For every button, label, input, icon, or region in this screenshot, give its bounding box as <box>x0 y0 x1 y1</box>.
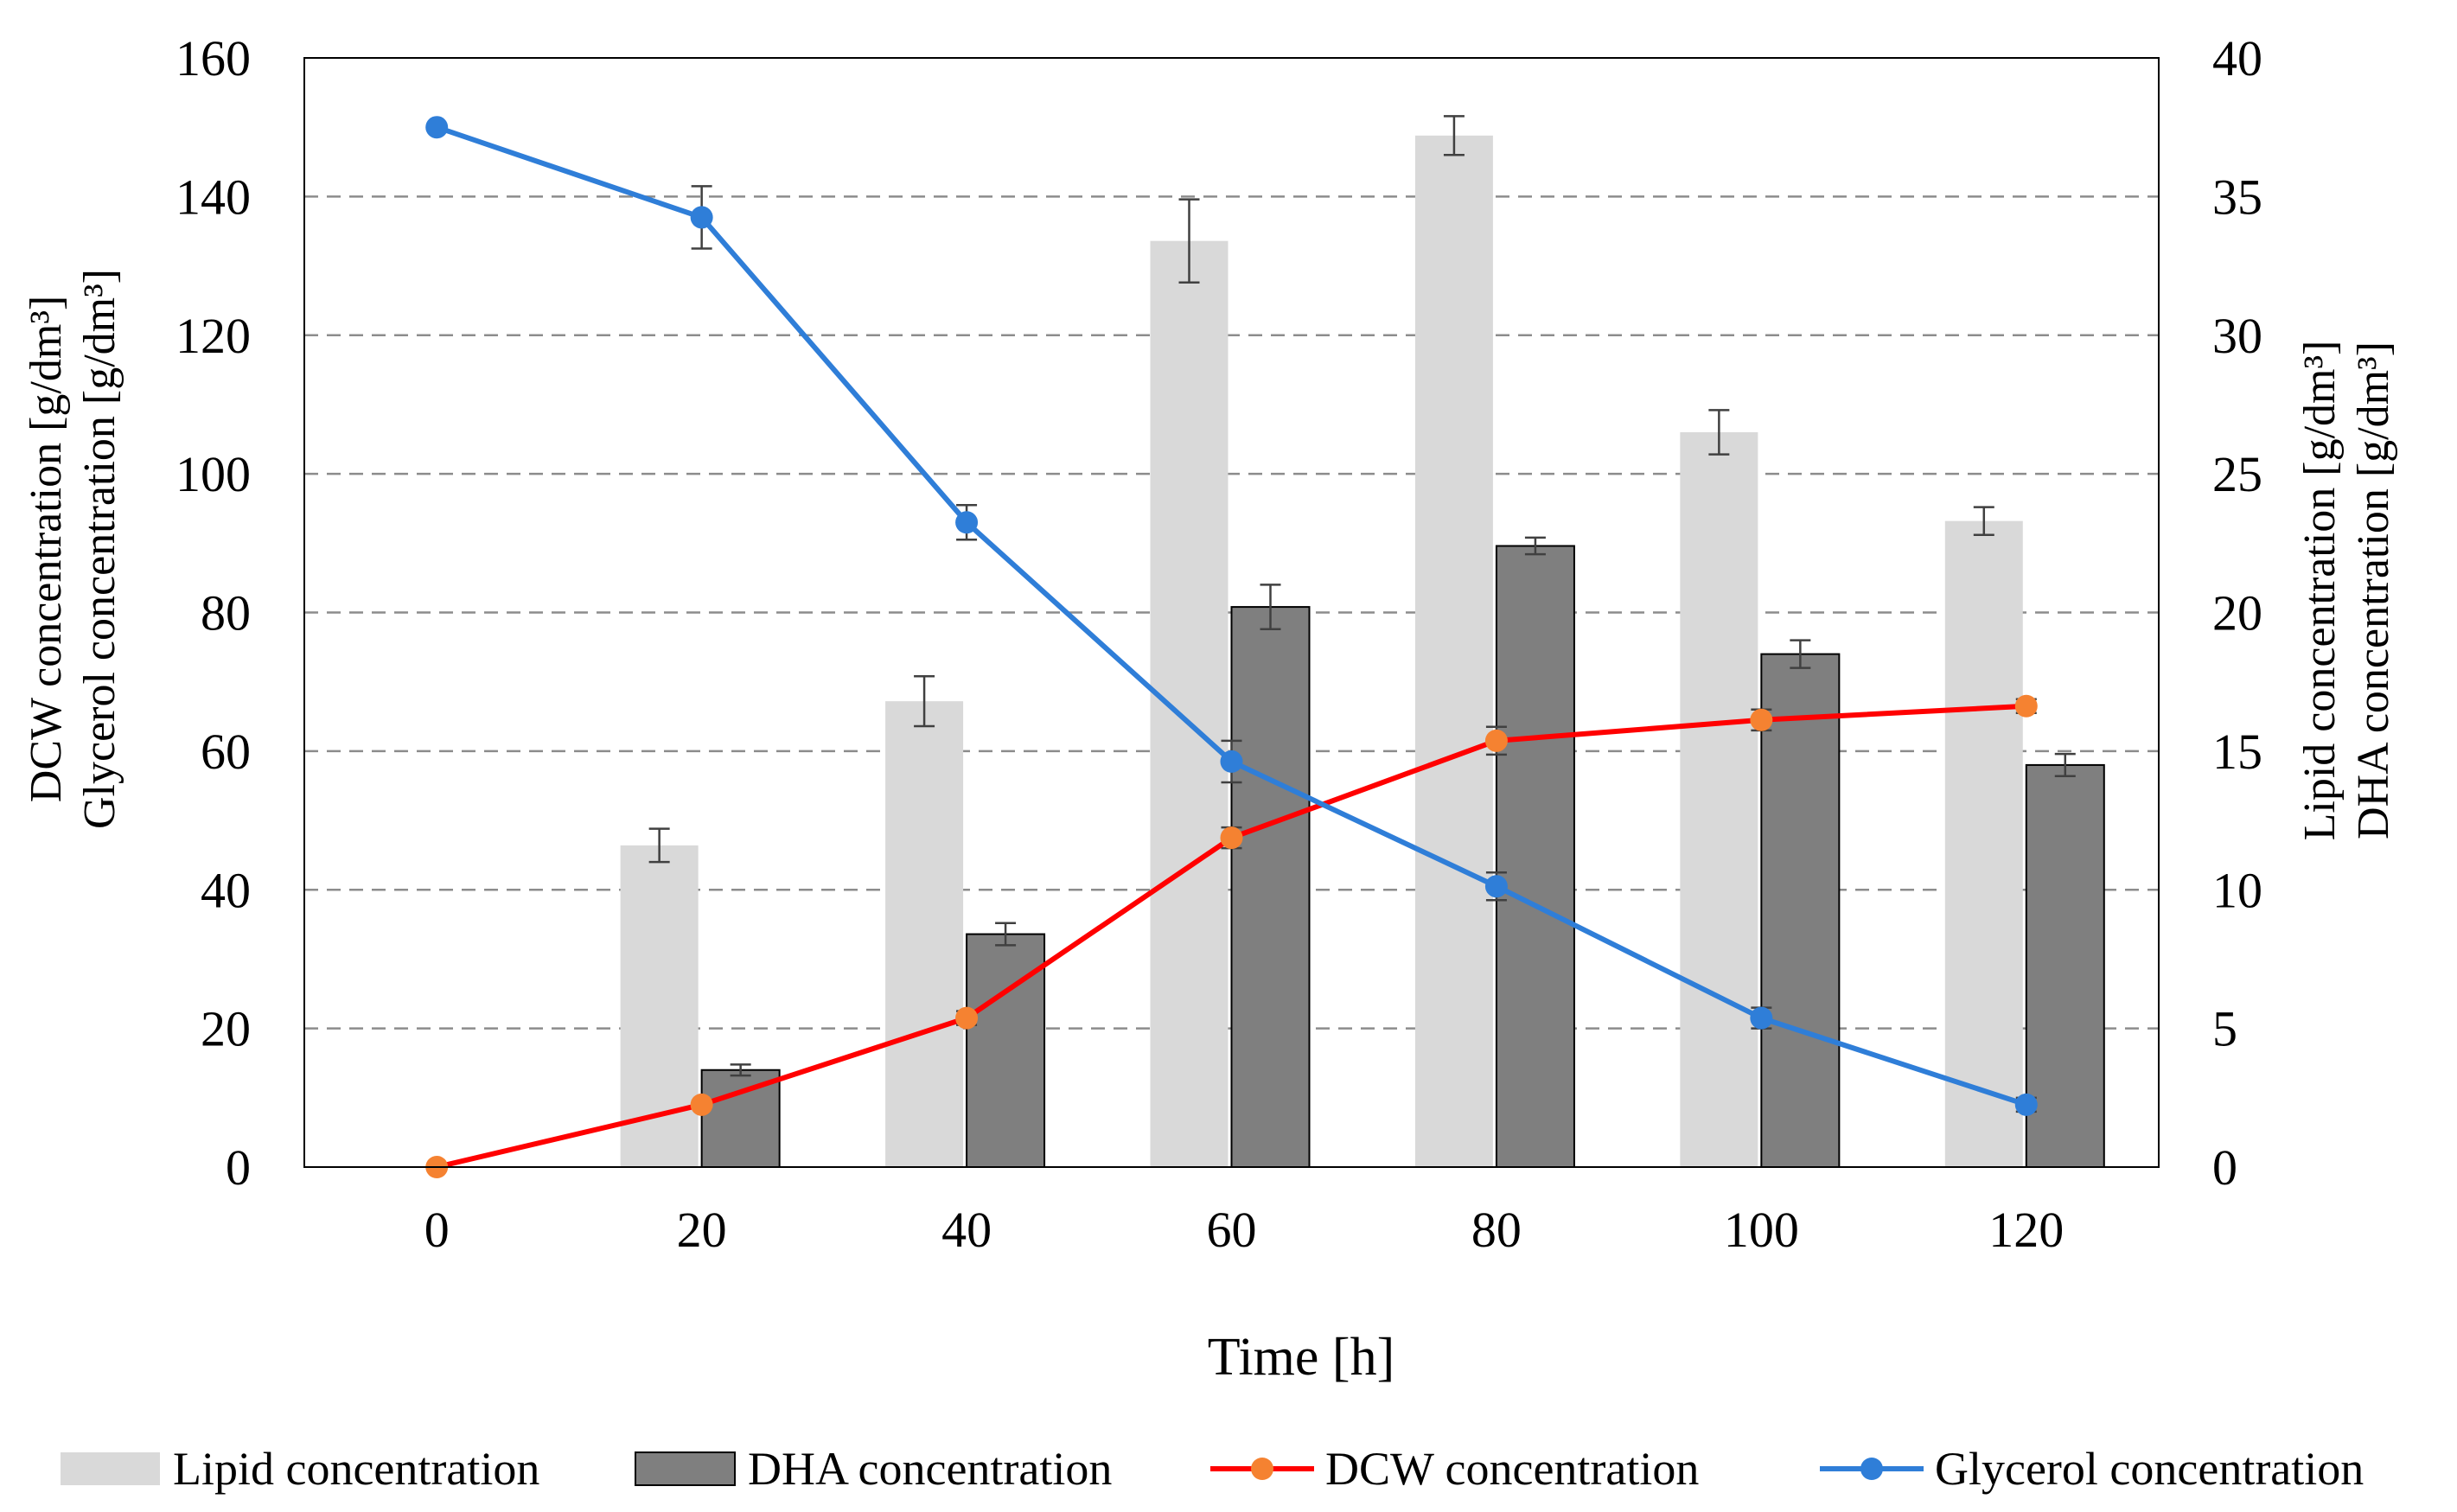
right-y-tick-label: 20 <box>2212 585 2262 641</box>
left-y-ticks: 0 20 40 60 80 100 120 140 160 <box>176 30 251 1196</box>
right-y-tick-label: 40 <box>2212 30 2262 86</box>
left-y-tick-label: 120 <box>176 308 251 364</box>
lipid-bar <box>1680 432 1758 1167</box>
right-y-title-dha: DHA concentration [g/dm³] <box>2349 341 2398 839</box>
right-y-tick-label: 10 <box>2212 862 2262 918</box>
glycerol-point <box>1220 750 1243 773</box>
x-tick-label: 0 <box>424 1202 450 1258</box>
dcw-point <box>1484 729 1508 752</box>
dcw-point <box>2014 694 2038 718</box>
dcw-point <box>1750 708 1773 731</box>
dha-bar <box>966 933 1046 1168</box>
x-tick-label: 100 <box>1724 1202 1799 1258</box>
legend-swatch-lipid <box>61 1452 160 1485</box>
legend-label-lipid: Lipid concentration <box>173 1443 539 1495</box>
left-y-tick-label: 60 <box>201 724 251 780</box>
lipid-bar <box>1414 135 1493 1167</box>
right-y-tick-label: 0 <box>2212 1139 2237 1196</box>
left-y-title-dcw: DCW concentration [g/dm³] <box>22 296 71 802</box>
glycerol-point <box>955 511 979 534</box>
dha-bar <box>1760 653 1841 1168</box>
left-y-title-glycerol: Glycerol concentration [g/dm³] <box>75 269 124 829</box>
dha-bar <box>2025 763 2105 1168</box>
left-y-tick-label: 160 <box>176 30 251 86</box>
legend-marker-dcw <box>1251 1458 1273 1480</box>
x-tick-label: 120 <box>1988 1202 2064 1258</box>
bars <box>620 115 2105 1169</box>
glycerol-point <box>1484 875 1508 898</box>
right-y-tick-label: 35 <box>2212 169 2262 225</box>
dcw-point <box>955 1006 979 1030</box>
lipid-bar <box>1944 520 2023 1167</box>
plot-frame <box>303 57 2160 1168</box>
x-tick-label: 60 <box>1207 1202 1257 1258</box>
x-tick-label: 20 <box>677 1202 727 1258</box>
lipid-bar <box>885 701 964 1167</box>
left-y-tick-label: 140 <box>176 169 251 225</box>
x-axis-title: Time [h] <box>1208 1328 1394 1387</box>
x-ticks: 0 20 40 60 80 100 120 <box>424 1202 2065 1258</box>
legend-label-glycerol: Glycerol concentration <box>1935 1443 2364 1495</box>
left-y-tick-label: 0 <box>226 1139 251 1196</box>
dha-bar <box>1230 606 1311 1168</box>
legend-marker-glycerol <box>1860 1458 1883 1480</box>
left-y-tick-label: 20 <box>201 1001 251 1057</box>
right-y-title-lipid: Lipid concentration [g/dm³] <box>2295 341 2345 841</box>
x-tick-label: 40 <box>941 1202 992 1258</box>
right-y-ticks: 0 5 10 15 20 25 30 35 40 <box>2212 30 2262 1196</box>
glycerol-point <box>2014 1093 2038 1116</box>
dcw-point <box>1220 826 1243 850</box>
legend-swatch-dha <box>635 1451 736 1486</box>
legend-label-dha: DHA concentration <box>748 1443 1112 1495</box>
x-tick-label: 80 <box>1471 1202 1522 1258</box>
left-y-tick-label: 40 <box>201 862 251 918</box>
dcw-point <box>690 1093 713 1116</box>
legend-label-dcw: DCW concentration <box>1325 1443 1699 1495</box>
glycerol-point <box>1750 1006 1773 1030</box>
legend: Lipid concentration DHA concentration DC… <box>61 1443 2364 1495</box>
glycerol-point <box>690 206 713 229</box>
series-lines <box>425 116 2038 1178</box>
right-y-tick-label: 5 <box>2212 1001 2237 1057</box>
left-y-tick-label: 80 <box>201 585 251 641</box>
right-y-tick-label: 25 <box>2212 446 2262 502</box>
left-y-tick-label: 100 <box>176 446 251 502</box>
right-y-tick-label: 30 <box>2212 308 2262 364</box>
lipid-bar <box>1150 240 1228 1167</box>
dha-bar <box>1495 545 1575 1168</box>
glycerol-point <box>425 116 449 139</box>
right-y-tick-label: 15 <box>2212 724 2262 780</box>
